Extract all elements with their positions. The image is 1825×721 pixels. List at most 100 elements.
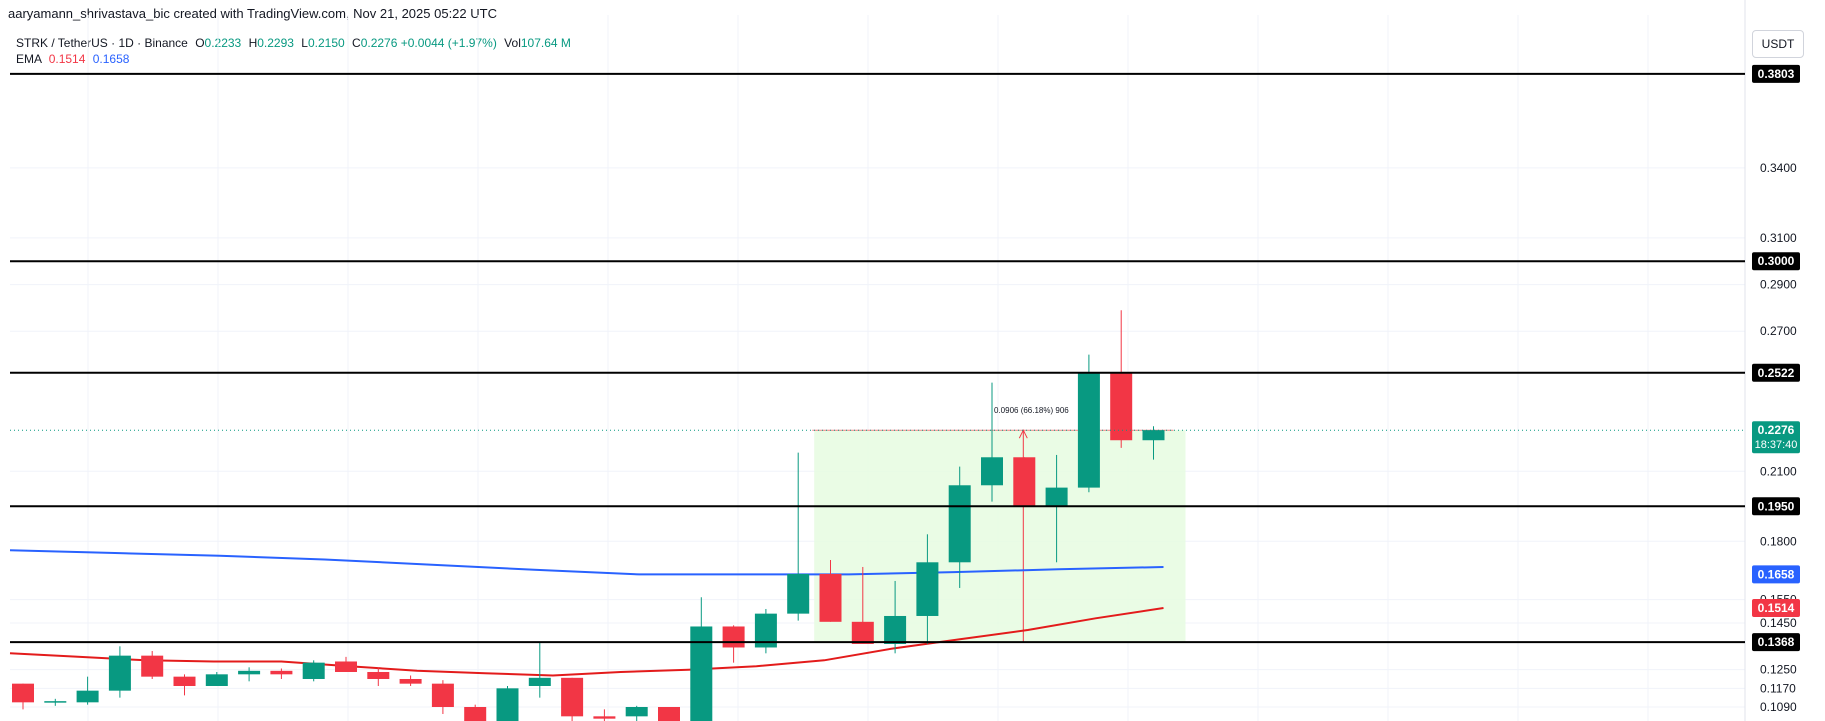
low-value: 0.2150: [307, 36, 345, 50]
ema-price-tag-bg: [1752, 565, 1800, 584]
price-tick-label: 0.2900: [1760, 278, 1797, 292]
ema-legend: EMA 0.1514 0.1658: [16, 52, 129, 66]
price-tick-label: 0.1090: [1760, 700, 1797, 714]
level-price-tag: 0.1368: [1752, 633, 1800, 652]
ema-price-tag-text: 0.1514: [1758, 601, 1795, 615]
candle-body: [528, 677, 551, 686]
candle-body: [851, 621, 874, 644]
candle: [690, 597, 713, 721]
level-price-tag: 0.2522: [1752, 363, 1800, 382]
candle: [1077, 354, 1100, 493]
candle-body: [1077, 373, 1100, 488]
level-price-tag-bg: [1752, 64, 1800, 83]
candle: [948, 466, 971, 588]
candle: [1142, 426, 1165, 460]
candle: [141, 650, 164, 679]
change-value: +0.0044 (+1.97%): [400, 36, 497, 50]
candle-body: [1045, 487, 1068, 507]
candle: [561, 677, 584, 721]
candle: [399, 675, 422, 686]
candle-body: [173, 676, 196, 686]
candle-body: [819, 573, 842, 622]
level-price-tag-text: 0.1950: [1758, 499, 1795, 513]
current-price-tag: 0.2276 18:37:40: [1752, 421, 1800, 454]
volume-label: Vol: [504, 36, 521, 50]
candle: [367, 667, 390, 686]
candle-body: [302, 662, 325, 679]
candle-countdown: 18:37:40: [1755, 439, 1798, 451]
candle: [787, 452, 810, 621]
candle: [658, 706, 680, 721]
ema-red-value: 0.1514: [48, 52, 86, 66]
candle: [108, 646, 131, 698]
price-tick-label: 0.2100: [1760, 464, 1797, 478]
level-price-tag: 0.3000: [1752, 252, 1800, 271]
symbol-label[interactable]: STRK / TetherUS · 1D · Binance: [16, 36, 188, 50]
level-price-tag-bg: [1752, 363, 1800, 382]
price-tick-label: 0.3100: [1760, 231, 1797, 245]
candle: [464, 704, 487, 721]
candle: [593, 709, 616, 721]
level-price-tag: 0.3803: [1752, 64, 1800, 83]
ema-label[interactable]: EMA: [16, 52, 42, 66]
candle-body: [658, 706, 680, 721]
candle-body: [561, 677, 584, 717]
candle-body: [12, 683, 34, 703]
price-range-measure: 0.0906 (66.18%) 906: [812, 406, 1186, 643]
candle: [302, 660, 325, 682]
candle-body: [108, 655, 131, 691]
high-value: 0.2293: [257, 36, 294, 50]
range-arrow-icon: [1018, 429, 1028, 439]
candle: [981, 382, 1003, 502]
candles: [12, 310, 1165, 721]
close-value: 0.2276: [360, 36, 398, 50]
ema-price-tag-text: 0.1658: [1758, 567, 1795, 581]
candle-body: [981, 457, 1003, 486]
candle-body: [464, 706, 487, 721]
candle: [44, 698, 67, 706]
ema-price-tag-bg: [1752, 599, 1800, 618]
candle-body: [722, 626, 745, 648]
candle: [335, 656, 357, 672]
open-value: 0.2233: [204, 36, 242, 50]
candle-body: [593, 716, 616, 719]
candle: [270, 668, 293, 679]
ema-red-line: [9, 607, 1164, 677]
volume-value: 107.64 M: [520, 36, 571, 50]
ema-price-tag: 0.1658: [1752, 565, 1800, 584]
price-tick-label: 0.3400: [1760, 161, 1797, 175]
candle-body: [367, 671, 390, 679]
level-price-tag-text: 0.3000: [1758, 254, 1795, 268]
high-label: H: [248, 36, 258, 50]
price-tick-label: 0.1450: [1760, 616, 1797, 630]
candle: [1013, 457, 1036, 507]
candle: [722, 625, 745, 663]
candle: [431, 680, 454, 714]
candle: [1045, 454, 1068, 563]
candle: [819, 559, 842, 622]
candle-body: [916, 562, 939, 616]
price-tick-label: 0.1250: [1760, 663, 1797, 677]
candle-body: [1110, 373, 1133, 441]
candle-body: [238, 670, 261, 675]
currency-button[interactable]: USDT: [1752, 30, 1804, 58]
open-label: O: [195, 36, 205, 50]
level-price-tag-bg: [1752, 497, 1800, 516]
level-price-tag-bg: [1752, 252, 1800, 271]
low-label: L: [301, 36, 308, 50]
candle: [851, 566, 874, 644]
candle-body: [1013, 457, 1036, 507]
candle: [528, 641, 551, 698]
candle: [173, 674, 196, 696]
price-tick-label: 0.1800: [1760, 534, 1797, 548]
candle: [12, 683, 34, 710]
candle-body: [1142, 430, 1165, 441]
current-price-tag-bg: [1752, 421, 1800, 454]
range-measure-label: 0.0906 (66.18%) 906: [994, 406, 1069, 415]
ema-blue-line: [9, 549, 1164, 576]
candle-body: [76, 690, 99, 703]
price-tick-label: 0.2700: [1760, 324, 1797, 338]
candle-body: [625, 706, 648, 717]
support-resistance-levels: [10, 72, 1745, 644]
